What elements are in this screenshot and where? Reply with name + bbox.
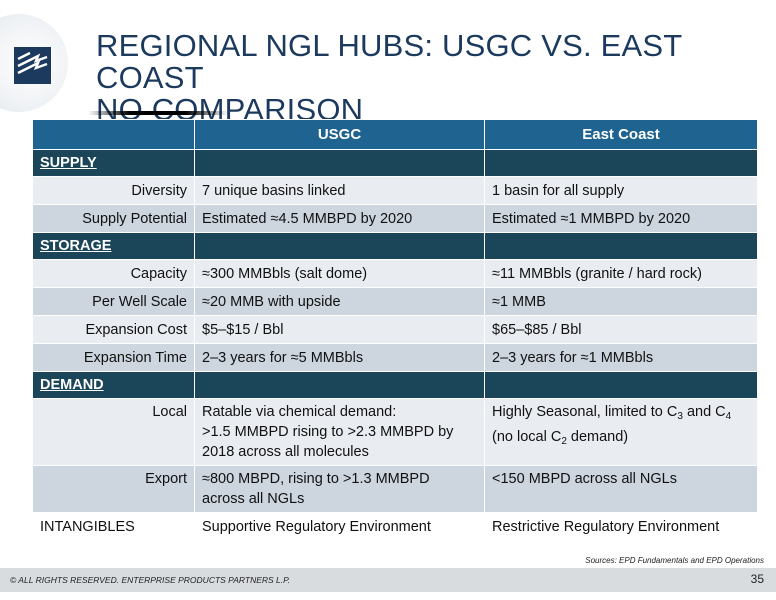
section-label-storage: STORAGE bbox=[32, 232, 195, 260]
section-empty-cell bbox=[194, 371, 485, 399]
subscript-2: 2 bbox=[561, 436, 567, 447]
section-empty-cell bbox=[484, 371, 758, 399]
usgc-cell: Ratable via chemical demand: >1.5 MMBPD … bbox=[194, 398, 485, 466]
table-row: Per Well Scale ≈20 MMB with upside ≈1 MM… bbox=[32, 287, 758, 316]
title-underline bbox=[88, 111, 228, 115]
section-empty-cell bbox=[484, 149, 758, 177]
usgc-cell: ≈20 MMB with upside bbox=[194, 287, 485, 316]
section-row-supply: SUPPLY bbox=[32, 149, 758, 177]
row-label: Export bbox=[32, 465, 195, 513]
usgc-cell: 7 unique basins linked bbox=[194, 176, 485, 205]
section-empty-cell bbox=[194, 232, 485, 260]
usgc-export-line-2: across all NGLs bbox=[202, 491, 305, 507]
comparison-table: USGC East Coast SUPPLY Diversity 7 uniqu… bbox=[32, 119, 758, 541]
east-coast-cell: ≈11 MMBbls (granite / hard rock) bbox=[484, 259, 758, 288]
row-label: Expansion Cost bbox=[32, 315, 195, 344]
table-row: Capacity ≈300 MMBbls (salt dome) ≈11 MMB… bbox=[32, 259, 758, 288]
slide-title-line-1: REGIONAL NGL HUBS: USGC VS. EAST COAST bbox=[96, 28, 682, 95]
table-row: INTANGIBLES Supportive Regulatory Enviro… bbox=[32, 512, 758, 541]
enterprise-logo-icon bbox=[14, 47, 51, 84]
east-local-line-1: Highly Seasonal, limited to C3 and C4 bbox=[492, 402, 750, 427]
row-label: Local bbox=[32, 398, 195, 466]
row-label: Capacity bbox=[32, 259, 195, 288]
company-logo bbox=[0, 14, 68, 112]
table-row: Local Ratable via chemical demand: >1.5 … bbox=[32, 398, 758, 466]
usgc-cell: ≈800 MBPD, rising to >1.3 MMBPD across a… bbox=[194, 465, 485, 513]
usgc-cell: Supportive Regulatory Environment bbox=[194, 512, 485, 541]
row-label: Per Well Scale bbox=[32, 287, 195, 316]
subscript-3: 3 bbox=[677, 411, 683, 422]
table-row: Supply Potential Estimated ≈4.5 MMBPD by… bbox=[32, 204, 758, 233]
east-coast-cell: Restrictive Regulatory Environment bbox=[484, 512, 758, 541]
usgc-local-line-1: Ratable via chemical demand: bbox=[202, 404, 397, 420]
usgc-cell: 2–3 years for ≈5 MMBbls bbox=[194, 343, 485, 372]
footer-bar: © ALL RIGHTS RESERVED. ENTERPRISE PRODUC… bbox=[0, 568, 776, 592]
section-row-demand: DEMAND bbox=[32, 371, 758, 399]
table-row: Expansion Cost $5–$15 / Bbl $65–$85 / Bb… bbox=[32, 315, 758, 344]
usgc-export-line-1: ≈800 MBPD, rising to >1.3 MMBPD bbox=[202, 471, 430, 487]
east-local-line-2: (no local C2 demand) bbox=[492, 427, 750, 452]
sources-note: Sources: EPD Fundamentals and EPD Operat… bbox=[585, 556, 764, 565]
row-label: Expansion Time bbox=[32, 343, 195, 372]
usgc-local-line-2: >1.5 MMBPD rising to >2.3 MMBPD by bbox=[202, 424, 454, 440]
section-empty-cell bbox=[194, 149, 485, 177]
header-east-coast: East Coast bbox=[484, 119, 758, 150]
east-coast-cell: 2–3 years for ≈1 MMBbls bbox=[484, 343, 758, 372]
usgc-cell: ≈300 MMBbls (salt dome) bbox=[194, 259, 485, 288]
east-local-text-b: and C bbox=[682, 404, 726, 420]
table-row: Diversity 7 unique basins linked 1 basin… bbox=[32, 176, 758, 205]
copyright-text: © ALL RIGHTS RESERVED. ENTERPRISE PRODUC… bbox=[10, 575, 291, 585]
row-label: INTANGIBLES bbox=[32, 512, 195, 541]
east-coast-cell: ≈1 MMB bbox=[484, 287, 758, 316]
table-row: Expansion Time 2–3 years for ≈5 MMBbls 2… bbox=[32, 343, 758, 372]
section-empty-cell bbox=[484, 232, 758, 260]
table-header-row: USGC East Coast bbox=[32, 119, 758, 150]
section-label-demand: DEMAND bbox=[32, 371, 195, 399]
subscript-4: 4 bbox=[725, 411, 732, 422]
page-number: 35 bbox=[750, 572, 764, 586]
section-row-storage: STORAGE bbox=[32, 232, 758, 260]
east-local-text-a: Highly Seasonal, limited to C bbox=[492, 404, 678, 420]
east-coast-cell: Estimated ≈1 MMBPD by 2020 bbox=[484, 204, 758, 233]
usgc-cell: Estimated ≈4.5 MMBPD by 2020 bbox=[194, 204, 485, 233]
usgc-local-line-3: 2018 across all molecules bbox=[202, 444, 369, 460]
east-local-text-c: (no local C bbox=[492, 429, 562, 445]
section-label-supply: SUPPLY bbox=[32, 149, 195, 177]
usgc-cell: $5–$15 / Bbl bbox=[194, 315, 485, 344]
east-coast-cell: Highly Seasonal, limited to C3 and C4 (n… bbox=[484, 398, 758, 466]
east-coast-cell: 1 basin for all supply bbox=[484, 176, 758, 205]
east-local-text-d: demand) bbox=[566, 429, 629, 445]
header-usgc: USGC bbox=[194, 119, 485, 150]
east-coast-cell: <150 MBPD across all NGLs bbox=[484, 465, 758, 513]
table-row: Export ≈800 MBPD, rising to >1.3 MMBPD a… bbox=[32, 465, 758, 513]
east-coast-cell: $65–$85 / Bbl bbox=[484, 315, 758, 344]
header-blank-cell bbox=[32, 119, 195, 150]
row-label: Diversity bbox=[32, 176, 195, 205]
row-label: Supply Potential bbox=[32, 204, 195, 233]
